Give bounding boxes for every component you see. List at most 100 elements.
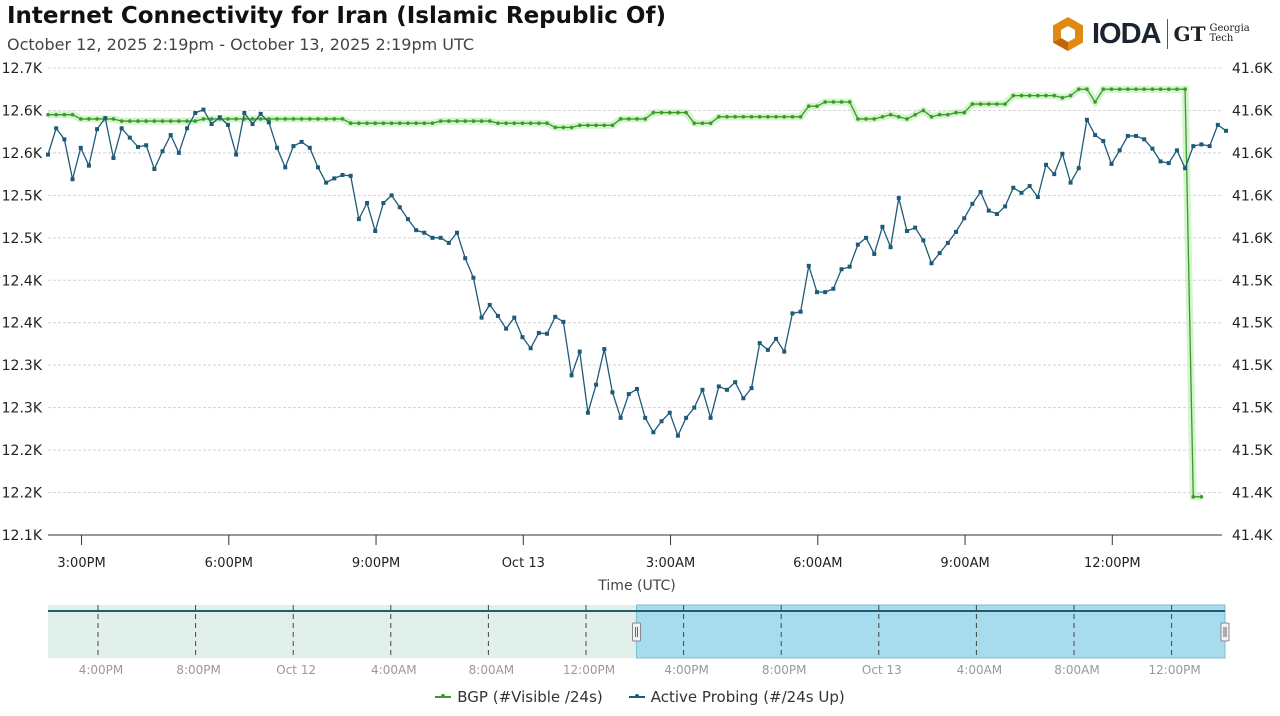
- active-probing-data-point: [463, 256, 468, 261]
- active-probing-data-point: [1142, 137, 1147, 142]
- active-probing-data-point: [798, 309, 803, 314]
- bgp-data-point: [340, 117, 345, 121]
- active-probing-data-point: [872, 251, 877, 256]
- bgp-data-point: [913, 112, 917, 117]
- ioda-logo: IODA GT Georgia Tech: [1050, 14, 1250, 54]
- navigator-right-handle[interactable]: [1220, 622, 1230, 642]
- active-probing-data-point: [168, 133, 173, 138]
- bgp-data-point: [1068, 93, 1073, 98]
- active-probing-data-point: [70, 177, 75, 182]
- legend-item-bgp[interactable]: BGP (#Visible /24s): [435, 688, 603, 706]
- active-probing-data-point: [528, 346, 533, 351]
- y-left-tick-label: 12.2K: [2, 443, 43, 459]
- bgp-data-point: [790, 115, 795, 119]
- bgp-data-point: [651, 110, 656, 115]
- y-left-tick-label: 12.3K: [2, 358, 43, 374]
- navigator-tick-label: 12:00PM: [1149, 663, 1201, 677]
- bgp-data-point: [553, 125, 557, 130]
- active-probing-data-point: [446, 240, 451, 245]
- bgp-data-point: [749, 115, 754, 119]
- bgp-data-point: [209, 117, 214, 121]
- bgp-data-point: [1199, 494, 1204, 499]
- bgp-data-point: [78, 117, 83, 121]
- bgp-data-point: [307, 117, 312, 121]
- active-probing-data-point: [299, 139, 304, 144]
- navigator-selection-range[interactable]: [636, 604, 1226, 659]
- bgp-data-point: [937, 112, 942, 117]
- active-probing-data-point: [119, 126, 124, 131]
- active-probing-data-point: [536, 330, 541, 335]
- active-probing-data-point: [1093, 133, 1098, 138]
- bgp-data-point: [438, 119, 443, 123]
- bgp-data-point: [823, 100, 827, 104]
- active-probing-data-point: [1117, 148, 1122, 153]
- bgp-data-point: [774, 115, 778, 119]
- bgp-data-point: [872, 117, 877, 121]
- active-probing-data-point: [1183, 166, 1188, 171]
- bgp-data-point: [455, 119, 459, 123]
- bgp-data-point: [193, 119, 198, 123]
- bgp-data-point: [1109, 87, 1114, 92]
- active-probing-data-point: [275, 145, 280, 150]
- active-probing-data-point: [1109, 161, 1114, 166]
- bgp-data-point: [962, 110, 967, 115]
- active-probing-data-point: [1215, 122, 1220, 127]
- active-probing-data-point: [307, 145, 312, 150]
- bgp-data-point: [389, 121, 394, 125]
- active-probing-data-point: [569, 373, 574, 378]
- active-probing-data-point: [585, 410, 590, 415]
- bgp-data-point: [831, 100, 836, 104]
- bgp-series-glow: [48, 85, 1202, 501]
- bgp-data-point: [160, 119, 165, 123]
- bgp-data-point: [1036, 93, 1040, 98]
- active-probing-data-point: [1019, 190, 1024, 195]
- bgp-data-point: [684, 110, 688, 115]
- logo-separator: [1166, 19, 1168, 49]
- active-probing-data-point: [504, 326, 509, 331]
- active-probing-data-point: [62, 137, 67, 142]
- active-probing-data-point: [389, 193, 394, 198]
- legend-item-active-probing[interactable]: Active Probing (#/24s Up): [628, 688, 845, 706]
- active-probing-data-point: [324, 180, 329, 185]
- bgp-data-point: [144, 119, 148, 123]
- bgp-data-point: [62, 112, 67, 117]
- active-probing-data-point: [86, 163, 91, 168]
- navigator-tick-label: 8:00AM: [1054, 663, 1100, 677]
- bgp-data-point: [545, 121, 549, 125]
- active-probing-data-point: [602, 347, 607, 352]
- bgp-data-point: [986, 102, 991, 106]
- bgp-data-point: [1011, 93, 1016, 98]
- active-probing-data-point: [1044, 162, 1049, 167]
- active-probing-data-point: [553, 314, 558, 319]
- bgp-data-point: [1158, 87, 1163, 92]
- navigator-tick-label: 4:00PM: [79, 663, 124, 677]
- bgp-data-point: [430, 121, 435, 125]
- active-probing-data-point: [700, 387, 705, 392]
- legend-label-bgp: BGP (#Visible /24s): [457, 688, 603, 706]
- active-probing-data-point: [201, 107, 206, 112]
- active-probing-data-point: [1191, 144, 1196, 149]
- bgp-data-point: [627, 117, 631, 121]
- active-probing-data-point: [757, 341, 762, 346]
- bgp-data-point: [185, 119, 189, 123]
- bgp-data-point: [201, 117, 206, 121]
- active-probing-data-point: [1158, 159, 1163, 164]
- active-probing-data-point: [921, 238, 926, 243]
- bgp-data-point: [496, 121, 500, 125]
- active-probing-data-point: [512, 315, 517, 320]
- bgp-data-point: [414, 121, 418, 125]
- bgp-data-point: [397, 121, 402, 125]
- bgp-data-point: [929, 115, 934, 119]
- x-tick-label: 9:00AM: [940, 556, 989, 571]
- bgp-data-point: [299, 117, 304, 121]
- navigator-left-handle[interactable]: [632, 622, 641, 642]
- active-probing-data-point: [643, 415, 648, 420]
- navigator-tick-label: 4:00AM: [371, 663, 417, 677]
- bgp-data-point: [1076, 87, 1081, 92]
- active-probing-data-point: [258, 111, 263, 116]
- bgp-data-point: [1166, 87, 1171, 92]
- active-probing-data-point: [217, 115, 222, 120]
- active-probing-data-point: [422, 230, 427, 235]
- active-probing-data-point: [471, 275, 476, 280]
